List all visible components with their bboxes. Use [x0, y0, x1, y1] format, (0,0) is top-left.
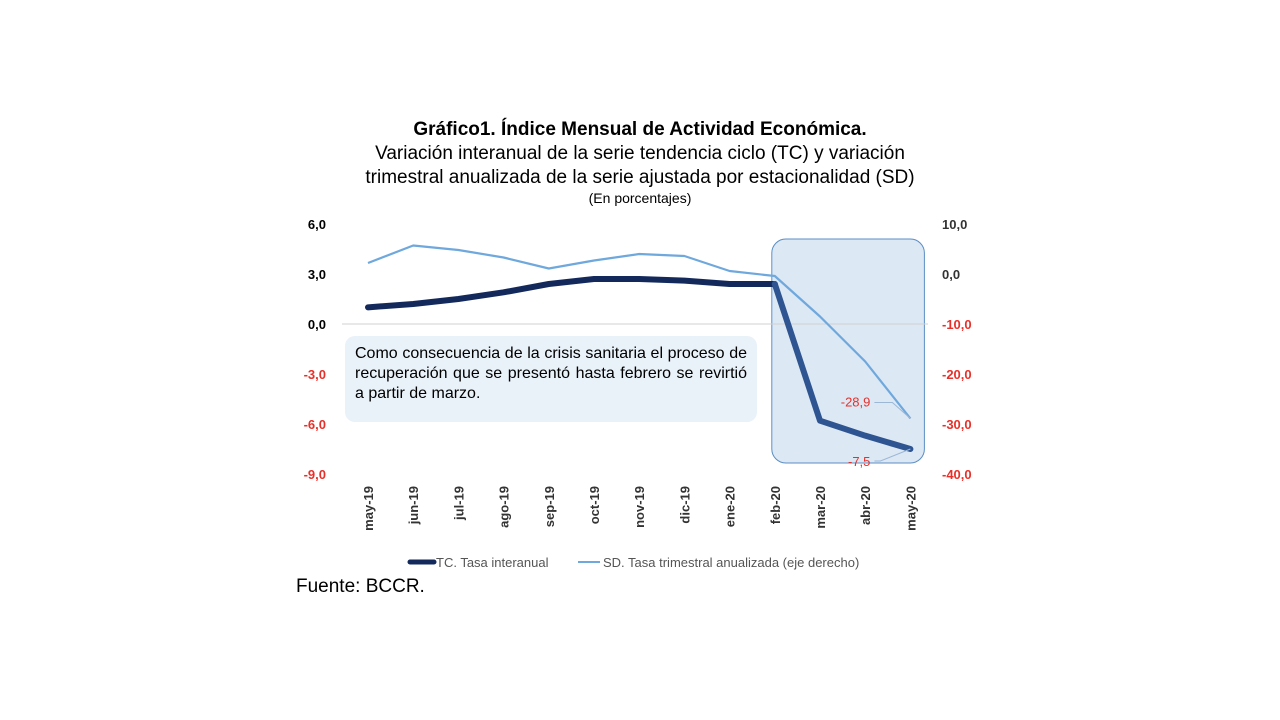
- y-right-tick-label: -40,0: [942, 467, 972, 482]
- x-tick-label: jul-19: [451, 486, 466, 521]
- data-label-leader: [874, 402, 911, 419]
- y-right-tick-label: -20,0: [942, 367, 972, 382]
- chart-subtitle-line2: trimestral anualizada de la serie ajusta…: [365, 167, 915, 188]
- y-left-tick-label: 6,0: [308, 217, 326, 232]
- y-right-tick-label: -30,0: [942, 417, 972, 432]
- tc-series-line: [365, 276, 778, 311]
- chart-subtitle-line1: Variación interanual de la serie tendenc…: [375, 143, 905, 164]
- data-label-leader: [874, 448, 911, 462]
- source-note: Fuente: BCCR.: [296, 576, 425, 597]
- annotation-box: Como consecuencia de la crisis sanitaria…: [345, 336, 757, 422]
- x-tick-label: feb-20: [768, 486, 783, 524]
- y-left-tick-label: 3,0: [308, 267, 326, 282]
- data-label: -28,9: [841, 395, 871, 410]
- x-tick-label: ago-19: [497, 486, 512, 528]
- x-tick-label: jun-19: [406, 486, 421, 525]
- y-right-tick-label: -10,0: [942, 317, 972, 332]
- x-tick-label: abr-20: [858, 486, 873, 525]
- chart-title: Gráfico1. Índice Mensual de Actividad Ec…: [413, 119, 867, 140]
- legend-label-sd: SD. Tasa trimestral anualizada (eje dere…: [603, 555, 859, 570]
- y-left-tick-label: 0,0: [308, 317, 326, 332]
- y-left-tick-label: -3,0: [304, 367, 326, 382]
- y-left-tick-label: -9,0: [304, 467, 326, 482]
- y-right-tick-label: 0,0: [942, 267, 960, 282]
- x-tick-label: nov-19: [632, 486, 647, 528]
- y-left-tick-label: -6,0: [304, 417, 326, 432]
- x-tick-label: mar-20: [813, 486, 828, 529]
- x-tick-label: oct-19: [587, 486, 602, 524]
- x-tick-label: may-19: [361, 486, 376, 531]
- x-tick-label: ene-20: [723, 486, 738, 527]
- x-tick-label: may-20: [903, 486, 918, 531]
- tc-series-line-highlight: [771, 281, 914, 452]
- x-tick-label: sep-19: [542, 486, 557, 527]
- data-label: -7,5: [848, 454, 870, 469]
- legend-label-tc: TC. Tasa interanual: [436, 555, 549, 570]
- x-tick-label: dic-19: [677, 486, 692, 524]
- y-right-tick-label: 10,0: [942, 217, 967, 232]
- highlight-region: [771, 238, 925, 464]
- chart-title-block: Gráfico1. Índice Mensual de Actividad Ec…: [260, 118, 1020, 206]
- sd-series-line: [367, 244, 912, 420]
- chart-units: (En porcentajes): [588, 190, 692, 206]
